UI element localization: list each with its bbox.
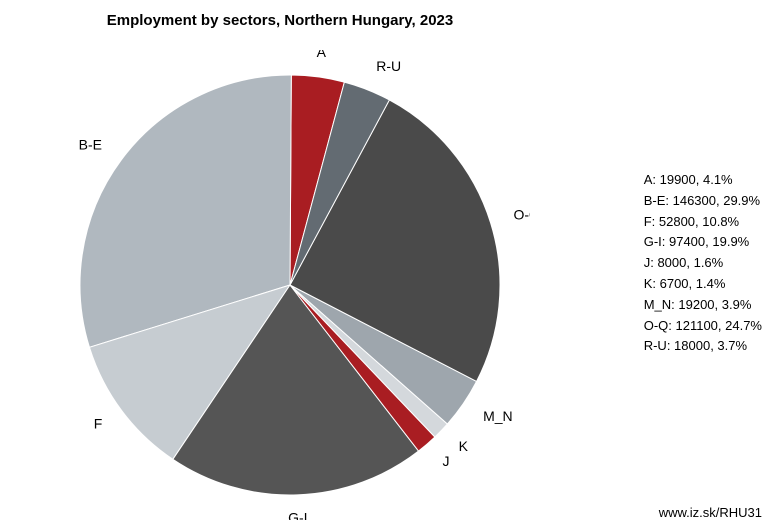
legend-item: J: 8000, 1.6% [644,253,762,274]
slice-label-M_N: M_N [483,408,513,424]
slice-label-O-Q: O-Q [514,206,530,222]
slice-label-F: F [94,415,103,431]
slice-label-G-I: G-I [288,510,307,520]
slice-label-A: A [317,50,327,60]
legend-item: O-Q: 121100, 24.7% [644,316,762,337]
legend-item: F: 52800, 10.8% [644,212,762,233]
chart-title: Employment by sectors, Northern Hungary,… [0,12,560,29]
slice-label-R-U: R-U [376,58,401,74]
legend-item: M_N: 19200, 3.9% [644,295,762,316]
slice-label-J: J [443,453,450,469]
legend-item: R-U: 18000, 3.7% [644,336,762,357]
slice-label-B-E: B-E [79,136,102,152]
legend-item: B-E: 146300, 29.9% [644,191,762,212]
legend-item: G-I: 97400, 19.9% [644,232,762,253]
legend-item: A: 19900, 4.1% [644,170,762,191]
chart-container: Employment by sectors, Northern Hungary,… [0,0,782,532]
slice-label-K: K [459,438,469,454]
legend-item: K: 6700, 1.4% [644,274,762,295]
pie-chart: A B-E F G-I JK M_N O-Q R-U [60,50,530,520]
legend: A: 19900, 4.1% B-E: 146300, 29.9% F: 528… [644,170,762,357]
source-link[interactable]: www.iz.sk/RHU31 [659,505,762,520]
